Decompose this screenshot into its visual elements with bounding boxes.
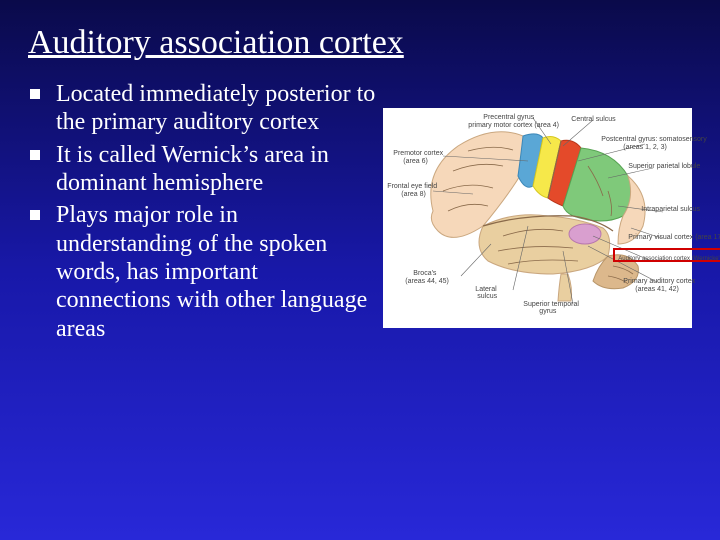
diagram-label: (areas 1, 2, 3) — [623, 144, 667, 151]
diagram-label: Postcentral gyrus: somatosensory — [601, 136, 706, 143]
diagram-label: Broca's — [413, 270, 436, 277]
content-row: Located immediately posterior to the pri… — [28, 80, 692, 347]
diagram-label: (areas 44, 45) — [405, 278, 449, 285]
diagram-label: Premotor cortex — [393, 150, 443, 157]
diagram-label: sulcus — [477, 293, 497, 300]
diagram-label: (area 8) — [401, 191, 426, 198]
diagram-label: (areas 41, 42) — [635, 286, 679, 293]
diagram-label: Frontal eye field — [387, 183, 437, 190]
brain-diagram: Precentral gyrus primary motor cortex (a… — [383, 108, 692, 328]
diagram-label: primary motor cortex (area 4) — [468, 122, 559, 129]
diagram-label: Primary auditory cortex — [623, 278, 695, 285]
slide: Auditory association cortex Located imme… — [0, 0, 720, 540]
diagram-label: Superior parietal lobule — [628, 163, 700, 170]
bullet-item: Plays major role in understanding of the… — [28, 201, 375, 343]
highlight-box — [613, 248, 720, 262]
diagram-label: gyrus — [539, 308, 556, 315]
slide-title: Auditory association cortex — [28, 24, 692, 62]
diagram-label: Intraparietal sulcus — [641, 206, 700, 213]
diagram-label: (area 6) — [403, 158, 428, 165]
diagram-label: Superior temporal — [523, 301, 579, 308]
diagram-label: Central sulcus — [571, 116, 615, 123]
bullet-list: Located immediately posterior to the pri… — [28, 80, 375, 347]
bullet-item: Located immediately posterior to the pri… — [28, 80, 375, 137]
diagram-label: Lateral — [475, 286, 496, 293]
bullet-item: It is called Wernick’s area in dominant … — [28, 141, 375, 198]
diagram-label: Primary visual cortex (area 17) — [628, 234, 720, 241]
diagram-label: Precentral gyrus — [483, 114, 534, 121]
